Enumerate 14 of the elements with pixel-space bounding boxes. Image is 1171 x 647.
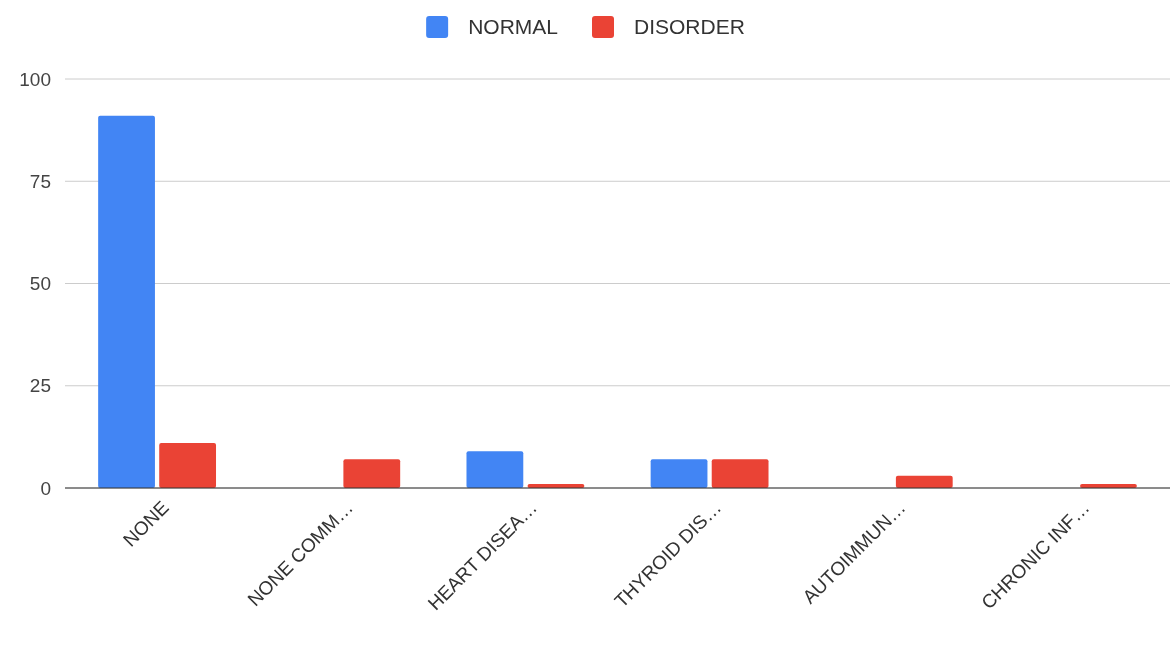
y-tick-label: 0 [40,477,51,499]
y-tick-label: 100 [19,68,51,90]
legend-label: DISORDER [634,15,745,39]
bar [343,459,401,488]
bar [650,459,708,488]
y-tick-label: 50 [29,273,51,295]
bar [711,459,769,488]
bar [98,115,155,488]
y-tick-label: 25 [29,375,51,397]
bar [159,443,217,488]
bar [466,451,524,488]
y-tick-label: 75 [29,170,51,192]
legend-label: NORMAL [468,15,558,39]
bar [895,475,953,488]
